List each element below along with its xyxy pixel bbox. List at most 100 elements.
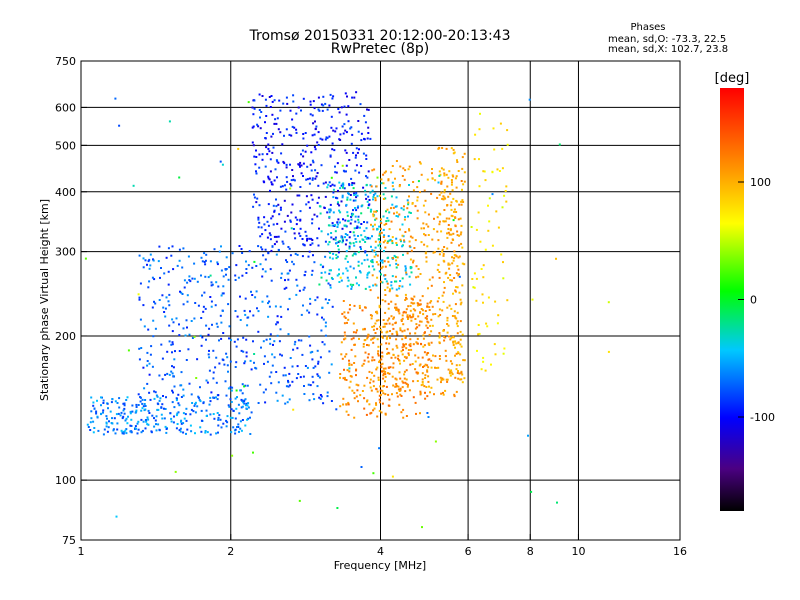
data-point <box>349 304 351 306</box>
data-point <box>379 231 381 234</box>
data-point <box>306 237 309 240</box>
data-point <box>366 176 369 179</box>
data-point <box>303 385 305 387</box>
data-point <box>230 389 233 392</box>
data-point <box>365 158 368 160</box>
data-point <box>349 375 352 377</box>
data-point <box>383 325 386 328</box>
data-point <box>185 432 187 435</box>
data-point <box>269 238 272 241</box>
data-point <box>357 260 360 263</box>
data-point <box>395 378 398 381</box>
data-point <box>450 337 453 339</box>
data-point <box>433 393 435 396</box>
data-point <box>212 396 215 399</box>
data-point <box>414 327 417 330</box>
data-point <box>456 230 459 233</box>
data-point <box>404 267 407 270</box>
data-point <box>403 370 406 373</box>
data-point <box>95 412 98 415</box>
data-point <box>372 385 375 388</box>
data-point <box>422 366 424 368</box>
data-point <box>428 385 430 388</box>
data-point <box>287 381 290 384</box>
data-point <box>138 358 141 361</box>
data-point <box>453 395 456 398</box>
data-point <box>270 382 273 385</box>
data-point <box>414 205 417 208</box>
data-point <box>292 178 295 181</box>
data-point <box>272 204 275 207</box>
data-point <box>162 306 165 309</box>
data-point <box>194 403 197 405</box>
data-point <box>414 332 417 335</box>
data-point <box>350 218 353 221</box>
data-point <box>388 372 391 375</box>
data-point <box>403 359 406 362</box>
data-point <box>130 425 133 427</box>
data-point <box>374 332 377 334</box>
data-point <box>260 346 262 349</box>
data-point <box>317 196 320 199</box>
data-point <box>431 172 433 175</box>
data-point <box>392 317 395 320</box>
data-point <box>379 328 382 331</box>
data-point <box>456 265 459 268</box>
data-point <box>220 294 223 297</box>
data-point <box>308 182 311 185</box>
data-point <box>90 396 93 399</box>
data-point <box>378 232 381 235</box>
data-point <box>416 196 419 199</box>
data-point <box>210 391 213 394</box>
data-point <box>303 393 306 395</box>
data-point <box>308 250 311 253</box>
data-point <box>366 254 368 257</box>
data-point <box>372 195 375 198</box>
data-point <box>426 320 429 323</box>
data-point <box>444 389 447 392</box>
data-point <box>402 235 405 238</box>
data-point <box>272 146 275 149</box>
data-point <box>319 356 322 359</box>
data-point <box>340 184 343 187</box>
data-point <box>339 221 341 224</box>
data-point <box>161 378 164 381</box>
data-point <box>374 218 377 221</box>
data-point <box>314 127 317 130</box>
data-point <box>391 240 394 242</box>
data-point <box>257 218 260 221</box>
data-point <box>260 246 263 249</box>
data-point <box>329 256 331 259</box>
data-point <box>239 295 241 298</box>
data-point <box>346 260 349 263</box>
data-point <box>505 185 508 188</box>
data-point <box>372 341 375 344</box>
data-point <box>214 304 217 307</box>
data-point <box>251 126 254 129</box>
data-point <box>440 381 442 384</box>
data-point <box>374 199 377 202</box>
data-point <box>210 284 213 287</box>
data-point <box>438 342 441 345</box>
data-point <box>319 205 322 208</box>
data-point <box>123 407 126 410</box>
data-point <box>300 172 303 175</box>
data-point <box>263 223 266 226</box>
data-point <box>402 167 405 170</box>
data-point <box>145 420 148 423</box>
data-point <box>129 430 132 433</box>
data-point <box>325 279 328 282</box>
data-point <box>438 174 441 177</box>
data-point <box>167 300 170 303</box>
data-point <box>342 300 345 302</box>
data-point <box>328 350 331 353</box>
data-point <box>371 337 374 340</box>
data-point <box>117 412 120 415</box>
data-point <box>157 408 160 411</box>
data-point <box>421 372 424 375</box>
data-point <box>423 227 425 230</box>
data-point <box>487 229 490 232</box>
data-point <box>222 422 225 425</box>
data-point <box>395 294 398 297</box>
data-point <box>239 420 242 423</box>
